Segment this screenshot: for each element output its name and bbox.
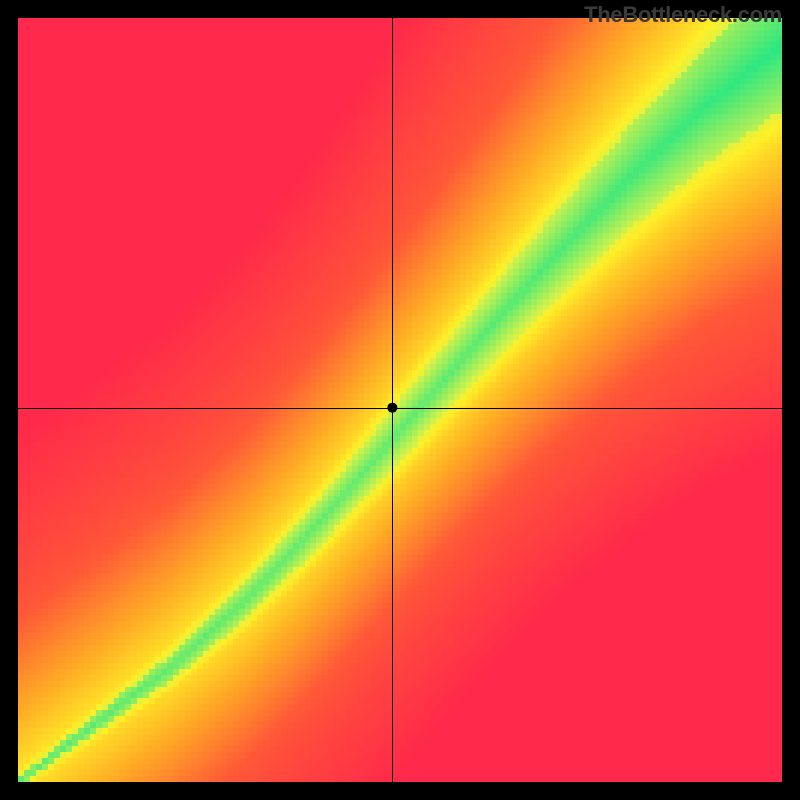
watermark-text: TheBottleneck.com: [584, 2, 782, 28]
bottleneck-heatmap: [0, 0, 800, 800]
